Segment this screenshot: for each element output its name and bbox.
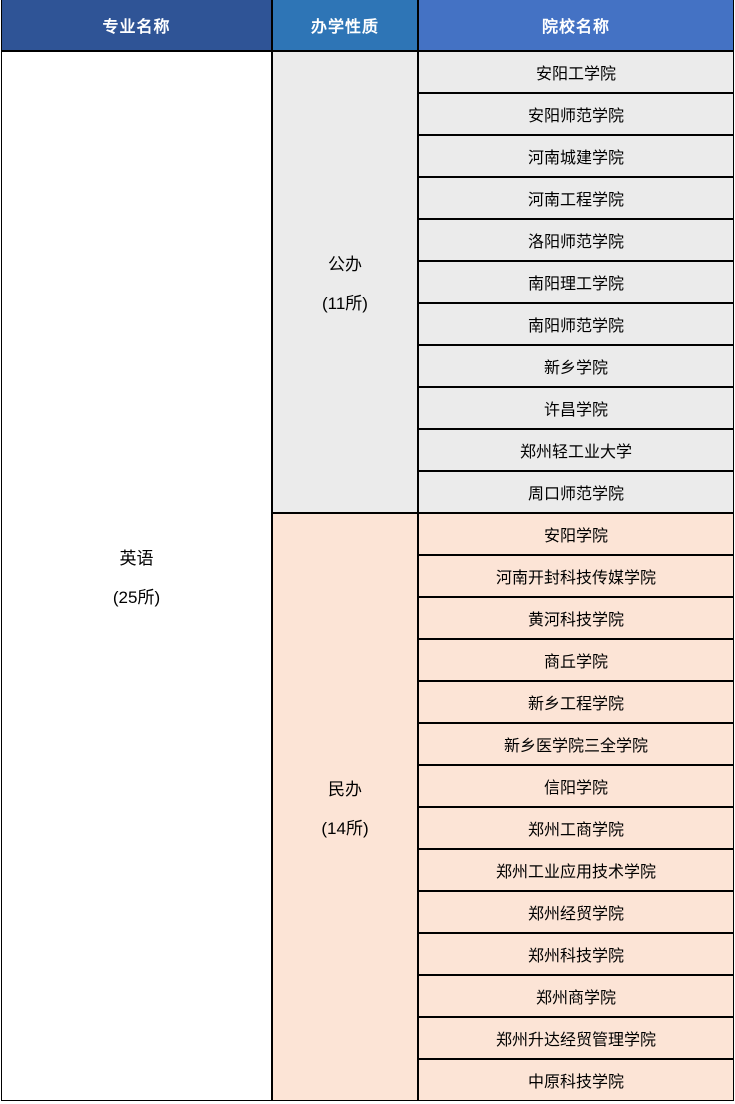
major-name: 英语 bbox=[119, 549, 154, 568]
school-cell: 新乡工程学院 bbox=[419, 682, 733, 722]
school-cell: 黄河科技学院 bbox=[419, 598, 733, 638]
column-header-major-label: 专业名称 bbox=[102, 19, 171, 36]
major-cell-english: 英语 (25所) bbox=[2, 52, 271, 1100]
school-cell: 商丘学院 bbox=[419, 640, 733, 680]
school-cell: 安阳学院 bbox=[419, 514, 733, 554]
school-cell: 周口师范学院 bbox=[419, 472, 733, 512]
school-cell: 郑州科技学院 bbox=[419, 934, 733, 974]
school-cell: 郑州经贸学院 bbox=[419, 892, 733, 932]
column-header-major: 专业名称 bbox=[2, 0, 271, 50]
section-public-type: 公办 bbox=[328, 255, 362, 274]
school-cell: 郑州升达经贸管理学院 bbox=[419, 1018, 733, 1058]
section-private-count: (14所) bbox=[321, 819, 369, 838]
column-header-nature: 办学性质 bbox=[273, 0, 417, 50]
column-header-school: 院校名称 bbox=[419, 0, 733, 50]
section-cell-private: 民办 (14所) bbox=[273, 514, 417, 1100]
school-cell: 河南工程学院 bbox=[419, 178, 733, 218]
school-cell: 许昌学院 bbox=[419, 388, 733, 428]
section-cell-public: 公办 (11所) bbox=[273, 52, 417, 512]
school-cell: 安阳工学院 bbox=[419, 52, 733, 92]
school-cell: 新乡医学院三全学院 bbox=[419, 724, 733, 764]
section-public-count: (11所) bbox=[322, 294, 368, 313]
school-cell: 信阳学院 bbox=[419, 766, 733, 806]
column-header-nature-label: 办学性质 bbox=[310, 19, 379, 36]
school-cell: 新乡学院 bbox=[419, 346, 733, 386]
school-cell: 河南开封科技传媒学院 bbox=[419, 556, 733, 596]
school-cell: 郑州商学院 bbox=[419, 976, 733, 1016]
school-cell: 南阳师范学院 bbox=[419, 304, 733, 344]
school-cell: 郑州工业应用技术学院 bbox=[419, 850, 733, 890]
major-count: (25所) bbox=[112, 588, 161, 607]
school-cell: 河南城建学院 bbox=[419, 136, 733, 176]
column-header-school-label: 院校名称 bbox=[541, 19, 610, 36]
school-cell: 郑州工商学院 bbox=[419, 808, 733, 848]
school-cell: 中原科技学院 bbox=[419, 1060, 733, 1100]
school-cell: 安阳师范学院 bbox=[419, 94, 733, 134]
school-cell: 洛阳师范学院 bbox=[419, 220, 733, 260]
school-cell: 南阳理工学院 bbox=[419, 262, 733, 302]
school-cell: 郑州轻工业大学 bbox=[419, 430, 733, 470]
section-private-type: 民办 bbox=[328, 780, 362, 799]
